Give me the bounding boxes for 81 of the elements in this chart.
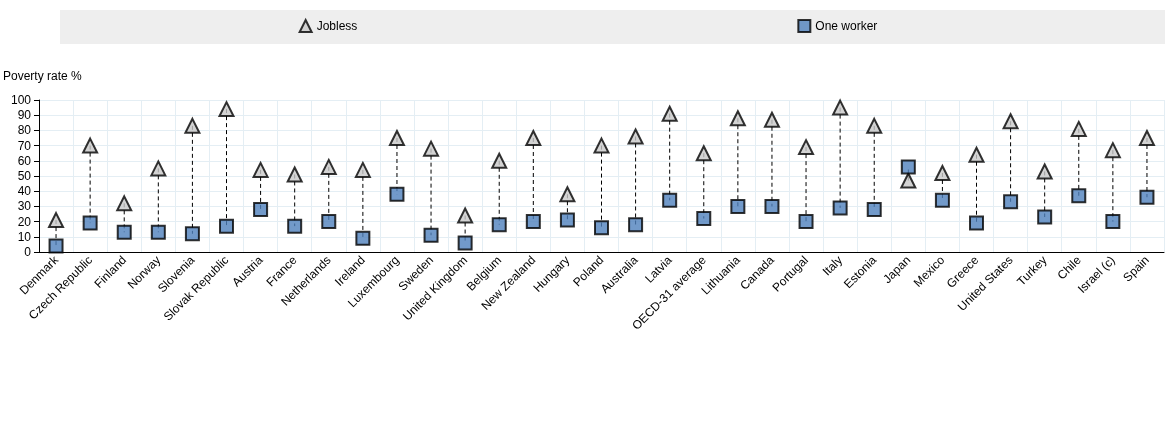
point: [1104, 142, 1121, 159]
point: [593, 137, 610, 154]
point: [525, 130, 542, 146]
point: [662, 192, 678, 208]
point: [798, 214, 814, 230]
point: [934, 192, 950, 208]
point: [832, 200, 848, 216]
point: [321, 214, 337, 230]
point: [627, 128, 644, 145]
point: [82, 215, 98, 231]
point: [1138, 130, 1155, 146]
point: [491, 152, 508, 169]
point: [1105, 214, 1121, 230]
point: [388, 130, 405, 146]
point: [763, 111, 780, 128]
y-tick-label: 80: [17, 123, 32, 138]
point: [1036, 163, 1053, 180]
point: [525, 214, 541, 230]
point: [969, 215, 984, 231]
point: [900, 172, 917, 189]
point: [423, 140, 440, 157]
point: [150, 160, 167, 177]
point: [389, 186, 405, 202]
y-tick-label: 90: [17, 108, 32, 123]
y-tick-label: 20: [17, 214, 32, 229]
point: [457, 207, 474, 224]
point: [1037, 209, 1053, 225]
y-tick-label: 40: [17, 184, 32, 199]
point: [968, 146, 985, 163]
y-tick-label: 70: [17, 138, 32, 153]
point: [491, 217, 507, 233]
point: [82, 137, 99, 154]
point: [695, 145, 712, 162]
point: [48, 238, 64, 254]
point: [798, 139, 815, 156]
point: [1071, 188, 1087, 204]
point: [354, 161, 371, 178]
point: [287, 218, 303, 234]
y-tick-label: 60: [17, 153, 32, 168]
point: [764, 198, 780, 214]
point: [184, 117, 201, 134]
point: [252, 161, 269, 178]
y-tick-label: 100: [10, 93, 32, 107]
point: [1002, 113, 1019, 130]
point: [423, 227, 439, 243]
point: [559, 186, 576, 203]
point: [218, 101, 235, 118]
point: [1070, 120, 1087, 137]
point: [286, 166, 303, 183]
y-tick-label: 0: [24, 245, 32, 259]
point: [594, 220, 609, 236]
x-tick-label: Italy: [819, 253, 846, 279]
point: [934, 164, 951, 181]
point: [116, 195, 133, 212]
y-tick-label: 30: [17, 199, 32, 214]
point: [320, 158, 337, 175]
point: [457, 235, 473, 251]
y-tick-label: 10: [17, 229, 32, 244]
legend-label: Jobless: [316, 19, 358, 33]
y-tick-label: 50: [17, 169, 32, 183]
point: [184, 226, 200, 242]
legend-label: One worker: [815, 19, 878, 33]
point: [116, 224, 132, 240]
point: [628, 217, 644, 233]
point: [1139, 189, 1155, 205]
point: [559, 212, 575, 228]
point: [729, 110, 746, 127]
point: [48, 212, 65, 229]
point: [730, 198, 746, 214]
point: [150, 224, 166, 240]
point: [696, 211, 712, 227]
point: [1003, 194, 1019, 210]
point: [866, 117, 883, 134]
point: [661, 105, 678, 122]
point: [866, 201, 882, 217]
point: [900, 159, 916, 175]
point: [253, 201, 269, 217]
y-axis-title: Poverty rate %: [3, 69, 83, 83]
point: [219, 218, 234, 234]
point: [355, 230, 371, 246]
point: [832, 99, 849, 116]
